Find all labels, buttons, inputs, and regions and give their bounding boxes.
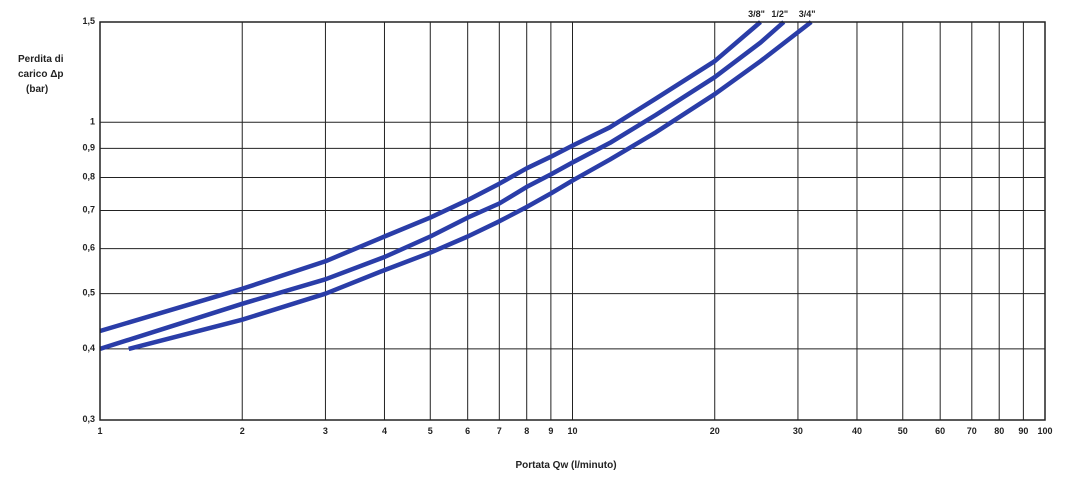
series-label-2: 1/2"	[771, 9, 788, 19]
x-tick-label: 10	[567, 426, 577, 436]
x-tick-label: 70	[967, 426, 977, 436]
x-tick-label: 1	[97, 426, 102, 436]
y-tick-label: 0,3	[82, 414, 95, 424]
x-tick-label: 4	[382, 426, 387, 436]
x-tick-label: 40	[852, 426, 862, 436]
y-axis-title-line-1: Perdita di	[18, 54, 64, 65]
x-tick-label: 9	[548, 426, 553, 436]
x-axis-title: Portata Qw (l/minuto)	[515, 460, 616, 471]
plot-frame	[99, 21, 1046, 421]
series-lines	[99, 20, 813, 352]
x-tick-label: 2	[240, 426, 245, 436]
y-axis-title-line-3: (bar)	[26, 84, 48, 95]
y-tick-label: 0,9	[82, 142, 95, 152]
series-label-1: 3/8"	[748, 9, 765, 19]
y-tick-label: 0,5	[82, 288, 95, 298]
x-tick-label: 6	[465, 426, 470, 436]
x-tick-label: 7	[497, 426, 502, 436]
x-tick-labels: 1 2 3 4 5 6 7 8 9 10 20 30 40 50 60 70 80 90 100	[97, 426, 1052, 436]
series-line-1	[99, 20, 762, 334]
x-tick-label: 5	[428, 426, 433, 436]
x-tick-label: 30	[793, 426, 803, 436]
series-labels: 3/8" 1/2" 3/4"	[748, 9, 815, 19]
x-tick-label: 20	[710, 426, 720, 436]
series-line-3	[128, 20, 813, 352]
y-tick-label: 0,7	[82, 204, 95, 214]
series-line-2	[99, 20, 786, 352]
x-tick-label: 60	[935, 426, 945, 436]
plot-border	[99, 21, 1046, 421]
y-tick-label: 0,8	[82, 171, 95, 181]
x-tick-label: 100	[1037, 426, 1052, 436]
y-axis-title-line-2: carico Δp	[18, 69, 64, 80]
y-tick-label: 1	[90, 116, 95, 126]
y-tick-labels: 0,3 0,4 0,5 0,6 0,7 0,8 0,9 1 1,5	[82, 16, 95, 424]
x-tick-label: 80	[994, 426, 1004, 436]
series-label-3: 3/4"	[799, 9, 816, 19]
y-tick-label: 0,6	[82, 243, 95, 253]
x-tick-label: 3	[323, 426, 328, 436]
y-tick-label: 1,5	[82, 16, 95, 26]
x-tick-label: 8	[524, 426, 529, 436]
grid	[99, 21, 1046, 421]
y-tick-label: 0,4	[82, 343, 95, 353]
x-tick-label: 50	[898, 426, 908, 436]
x-tick-label: 90	[1018, 426, 1028, 436]
